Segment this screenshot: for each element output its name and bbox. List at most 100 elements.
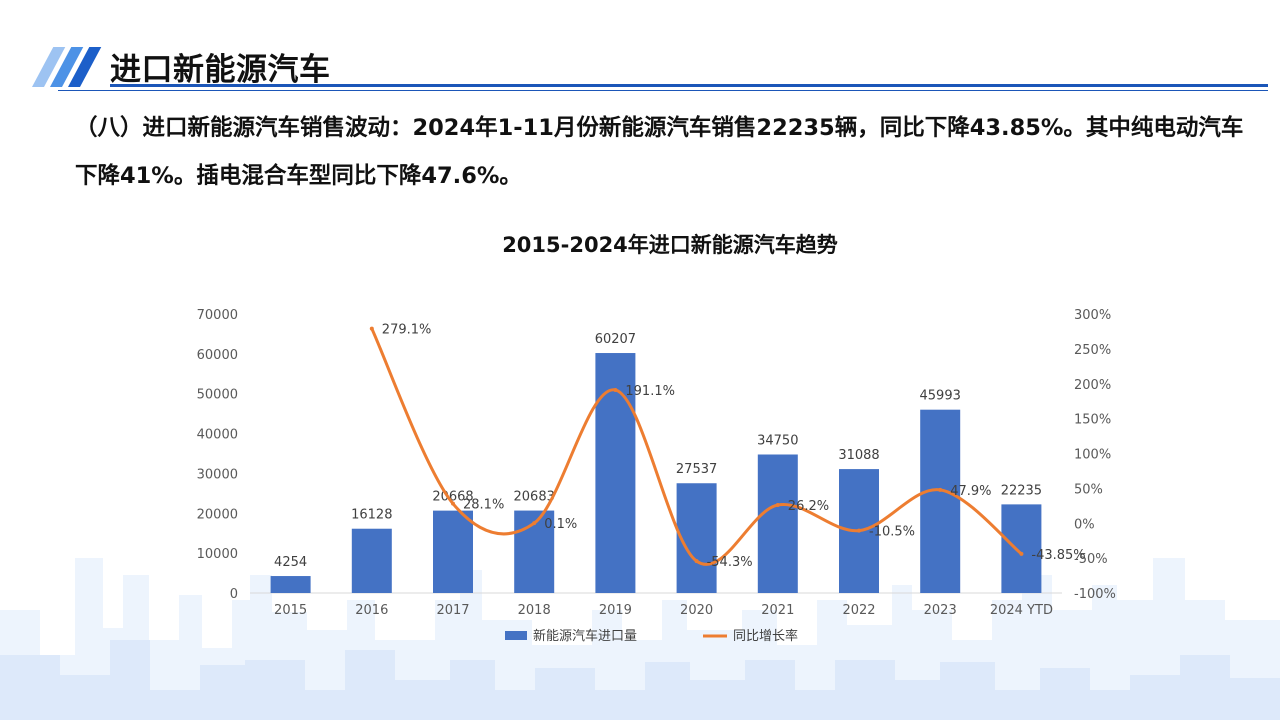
skyline-building xyxy=(179,595,202,720)
line-point xyxy=(1019,551,1024,556)
y-left-tick-label: 10000 xyxy=(197,547,238,562)
skyline-building xyxy=(1230,678,1280,720)
line-data-label: 191.1% xyxy=(625,384,675,399)
skyline-building xyxy=(645,662,690,720)
line-point xyxy=(857,528,861,533)
y-right-tick-label: 0% xyxy=(1074,517,1095,532)
skyline-building xyxy=(60,675,110,720)
bar-data-label: 27537 xyxy=(676,462,717,477)
y-right-tick-label: -50% xyxy=(1074,552,1108,567)
x-tick-label: 2016 xyxy=(355,603,388,618)
skyline-building xyxy=(690,680,745,720)
bar xyxy=(433,510,473,593)
skyline-building xyxy=(450,660,495,720)
line-point xyxy=(451,501,455,506)
y-left-tick-label: 40000 xyxy=(197,428,238,443)
bar-data-label: 31088 xyxy=(838,448,879,463)
y-left-tick-label: 0 xyxy=(230,587,238,602)
y-right-tick-label: 300% xyxy=(1074,308,1111,323)
bar xyxy=(1001,504,1042,593)
bar xyxy=(757,454,798,593)
skyline-building xyxy=(835,660,895,720)
line-point xyxy=(532,521,537,526)
line-data-label: 28.1% xyxy=(463,498,504,513)
skyline-building xyxy=(245,660,305,720)
skyline-building xyxy=(1040,668,1090,720)
y-right-tick-label: 150% xyxy=(1074,413,1111,428)
skyline-building xyxy=(0,655,60,720)
skyline-building xyxy=(745,660,795,720)
bar xyxy=(351,528,392,593)
line-point xyxy=(694,559,699,564)
line-data-label: -43.85% xyxy=(1031,548,1085,563)
chart-title: 2015-2024年进口新能源汽车趋势 xyxy=(502,233,838,257)
y-right-tick-label: 250% xyxy=(1074,343,1111,358)
bar-data-label: 20683 xyxy=(514,490,555,505)
x-tick-label: 2015 xyxy=(274,603,307,618)
legend-bar-label: 新能源汽车进口量 xyxy=(533,628,637,644)
skyline-building xyxy=(535,668,595,720)
x-tick-label: 2021 xyxy=(761,603,794,618)
line-data-label: 47.9% xyxy=(950,484,991,499)
x-tick-label: 2017 xyxy=(436,603,469,618)
y-left-tick-label: 60000 xyxy=(197,348,238,363)
skyline-building xyxy=(895,680,940,720)
line-point xyxy=(938,487,943,492)
x-tick-label: 2020 xyxy=(680,603,713,618)
page-title: 进口新能源汽车 xyxy=(110,52,331,88)
line-point xyxy=(369,326,374,331)
skyline-building xyxy=(1180,655,1230,720)
skyline-building xyxy=(1130,675,1180,720)
x-tick-label: 2022 xyxy=(842,603,875,618)
y-right-tick-label: -100% xyxy=(1074,587,1116,602)
x-tick-label: 2023 xyxy=(924,603,957,618)
bar-data-label: 4254 xyxy=(274,555,307,570)
growth-line xyxy=(370,327,1023,566)
bar xyxy=(270,576,311,593)
skyline-building xyxy=(1090,690,1130,720)
skyline-building xyxy=(345,650,395,720)
line-point xyxy=(775,502,780,507)
bar xyxy=(920,409,961,593)
line-data-label: 279.1% xyxy=(382,323,432,338)
bar-data-label: 34750 xyxy=(757,433,798,448)
line-data-label: 26.2% xyxy=(788,499,829,514)
y-right-tick-label: 50% xyxy=(1074,482,1103,497)
y-left-tick-label: 50000 xyxy=(197,388,238,403)
header-rule xyxy=(110,84,1268,87)
skyline-building xyxy=(795,690,835,720)
x-tick-label: 2018 xyxy=(518,603,551,618)
bar xyxy=(595,353,636,593)
bar-data-label: 20668 xyxy=(432,490,473,505)
skyline-building xyxy=(940,662,995,720)
line-data-label: -10.5% xyxy=(869,525,915,540)
y-right-tick-label: 200% xyxy=(1074,378,1111,393)
bar-data-label: 16128 xyxy=(351,508,392,523)
y-right-tick-label: 100% xyxy=(1074,448,1111,463)
skyline-building xyxy=(595,690,645,720)
y-left-tick-label: 30000 xyxy=(197,467,238,482)
bar xyxy=(676,483,717,593)
legend-line-label: 同比增长率 xyxy=(733,628,798,644)
line-data-label: 0.1% xyxy=(544,517,577,532)
header-rule-thin xyxy=(58,90,1268,91)
x-tick-label: 2024 YTD xyxy=(990,603,1053,618)
summary-text: （八）进口新能源汽车销售波动：2024年1-11月份新能源汽车销售22235辆，… xyxy=(75,115,1244,189)
legend-bar-swatch xyxy=(505,631,527,640)
line-data-label: -54.3% xyxy=(707,555,753,570)
y-left-tick-label: 70000 xyxy=(197,308,238,323)
skyline-building xyxy=(495,690,535,720)
bar-data-label: 60207 xyxy=(595,332,636,347)
skyline-building xyxy=(200,665,245,720)
bar-data-label: 45993 xyxy=(920,389,961,404)
line-point xyxy=(613,387,618,392)
bar-data-label: 22235 xyxy=(1001,483,1042,498)
x-tick-label: 2019 xyxy=(599,603,632,618)
skyline-building xyxy=(150,690,200,720)
skyline-building xyxy=(305,690,345,720)
y-left-tick-label: 20000 xyxy=(197,507,238,522)
skyline-building xyxy=(110,640,150,720)
skyline-building xyxy=(395,680,450,720)
